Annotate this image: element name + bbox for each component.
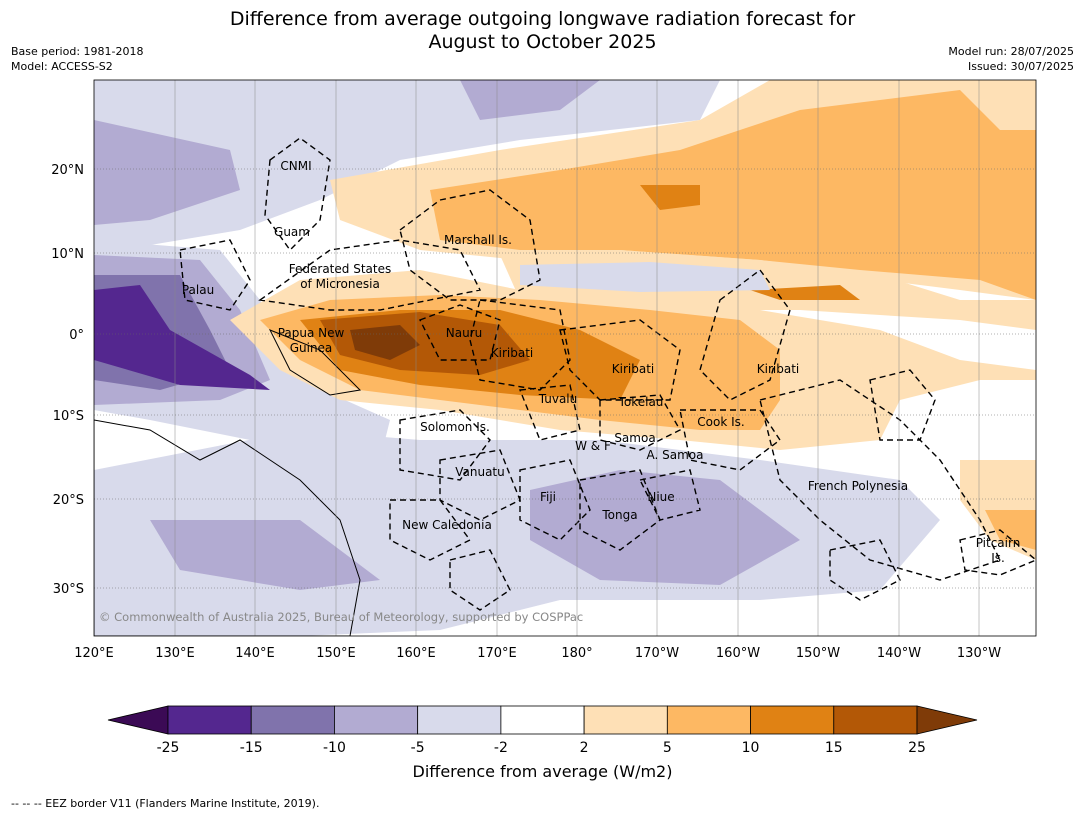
colorbar-segment (334, 705, 419, 735)
region-label-pitcairn1: Pitcairn (976, 536, 1021, 550)
lat-tick-label: 20°S (53, 493, 84, 508)
lon-tick-label: 170°W (635, 646, 679, 661)
olr-pos-north-core (640, 185, 700, 210)
colorbar: -25 -15 -10 -5 -2 2 5 10 15 25 (107, 705, 978, 756)
latitude-labels: 20°N 10°N 0° 10°S 20°S 30°S (51, 163, 84, 597)
region-label-vanuatu: Vanuatu (455, 465, 505, 479)
olr-neg-north-light (94, 80, 720, 250)
colorbar-segment (666, 705, 751, 735)
lat-tick-label: 10°S (53, 409, 84, 424)
region-label-newcal: New Caledonia (402, 518, 492, 532)
lon-tick-label: 140°W (877, 646, 921, 661)
region-label-kiribatie: Kiribati (757, 362, 799, 376)
model-run: Model run: 28/07/2025 (948, 45, 1074, 58)
anomaly-field: © Commonwealth of Australia 2025, Bureau… (94, 80, 1036, 636)
colorbar-segment (167, 705, 252, 735)
lon-tick-label: 120°E (74, 646, 114, 661)
colorbar-tick-label: -10 (323, 740, 346, 756)
region-label-kiribatiw: Kiribati (491, 346, 533, 360)
region-label-pitcairn2: Is. (991, 551, 1005, 565)
colorbar-tick-label: 10 (742, 740, 760, 756)
colorbar-tick-label: 15 (825, 740, 843, 756)
title-line-2: August to October 2025 (428, 31, 657, 53)
eez-borders (179, 137, 1036, 611)
colorbar-segment (417, 705, 502, 735)
colorbar-extend-low (107, 705, 169, 735)
eez-footnote: -- -- -- EEZ border V11 (Flanders Marine… (11, 797, 320, 810)
colorbar-tick-label: -2 (494, 740, 508, 756)
title-line-1: Difference from average outgoing longwav… (229, 8, 856, 30)
region-label-wf: W & F (575, 439, 611, 453)
colorbar-segment (250, 705, 335, 735)
region-label-tuvalu: Tuvalu (538, 392, 578, 406)
olr-equatorial-strip (520, 262, 770, 292)
chart-title: Difference from average outgoing longwav… (0, 8, 1085, 54)
region-label-cook: Cook Is. (697, 415, 744, 429)
graticule (94, 80, 1036, 636)
lat-tick-label: 20°N (51, 163, 84, 178)
region-label-marshall: Marshall Is. (444, 233, 512, 247)
lon-tick-label: 130°W (957, 646, 1001, 661)
region-label-frpoly: French Polynesia (808, 479, 908, 493)
lon-tick-label: 150°W (796, 646, 840, 661)
map-frame (93, 79, 1037, 637)
lon-tick-label: 170°E (477, 646, 517, 661)
region-label-fsm1: Federated States (289, 262, 391, 276)
region-label-tonga: Tonga (601, 508, 637, 522)
region-label-png2: Guinea (290, 341, 333, 355)
region-label-cnmi: CNMI (280, 159, 311, 173)
region-label-png1: Papua New (278, 326, 345, 340)
region-label-solomon: Solomon Is. (420, 420, 490, 434)
lat-tick-label: 0° (69, 328, 84, 343)
model-name: Model: ACCESS-S2 (11, 60, 113, 73)
meta-right: Model run: 28/07/2025 Issued: 30/07/2025 (948, 44, 1074, 74)
colorbar-extend-high (916, 705, 978, 735)
olr-neg-south-mid-west (150, 520, 380, 590)
colorbar-segment (833, 705, 918, 735)
olr-pos-southeast-mid (985, 510, 1036, 550)
region-label-nauru: Nauru (446, 326, 482, 340)
colorbar-segment (750, 705, 835, 735)
colorbar-segment (500, 705, 585, 735)
colorbar-tick-label: -25 (157, 740, 180, 756)
issued-date: Issued: 30/07/2025 (967, 60, 1074, 73)
lon-tick-label: 160°E (396, 646, 436, 661)
colorbar-tick-label: -5 (411, 740, 425, 756)
lon-tick-label: 160°W (716, 646, 760, 661)
region-label-asamoa: A. Samoa (647, 448, 704, 462)
lat-tick-label: 10°N (51, 247, 84, 262)
colorbar-label: Difference from average (W/m2) (412, 762, 673, 781)
lon-tick-label: 150°E (316, 646, 356, 661)
region-label-fiji: Fiji (540, 490, 556, 504)
lon-tick-label: 140°E (235, 646, 275, 661)
region-label-palau: Palau (182, 283, 214, 297)
olr-neg-north-mid (94, 120, 240, 225)
lon-tick-label: 180° (561, 646, 592, 661)
meta-left: Base period: 1981-2018 Model: ACCESS-S2 (11, 44, 143, 74)
longitude-labels: 120°E 130°E 140°E 150°E 160°E 170°E 180° 170°W 1… (74, 646, 1001, 661)
base-period: Base period: 1981-2018 (11, 45, 144, 58)
colorbar-tick-label: 5 (663, 740, 672, 756)
olr-pos-north-mid (430, 90, 1036, 300)
region-label-kiribatic: Kiribati (612, 362, 654, 376)
colorbar-tick-label: -15 (240, 740, 263, 756)
new-guinea-coastline (268, 329, 362, 396)
colorbar-segment (583, 705, 668, 735)
region-label-fsm2: of Micronesia (300, 277, 380, 291)
region-label-guam: Guam (274, 225, 310, 239)
colorbar-tick-label: 2 (580, 740, 589, 756)
region-label-niue: Niue (647, 490, 674, 504)
olr-neg-south-mid-east (530, 470, 800, 585)
lon-tick-label: 130°E (155, 646, 195, 661)
lat-tick-label: 30°S (53, 582, 84, 597)
olr-pos-equator-core (750, 285, 860, 300)
region-label-samoa: Samoa (614, 431, 655, 445)
colorbar-tick-label: 25 (908, 740, 926, 756)
region-label-tokelau: Tokelau (618, 395, 664, 409)
olr-neg-west-core (94, 285, 270, 390)
olr-neg-north-patch (460, 80, 600, 120)
copyright-notice: © Commonwealth of Australia 2025, Bureau… (99, 610, 583, 624)
